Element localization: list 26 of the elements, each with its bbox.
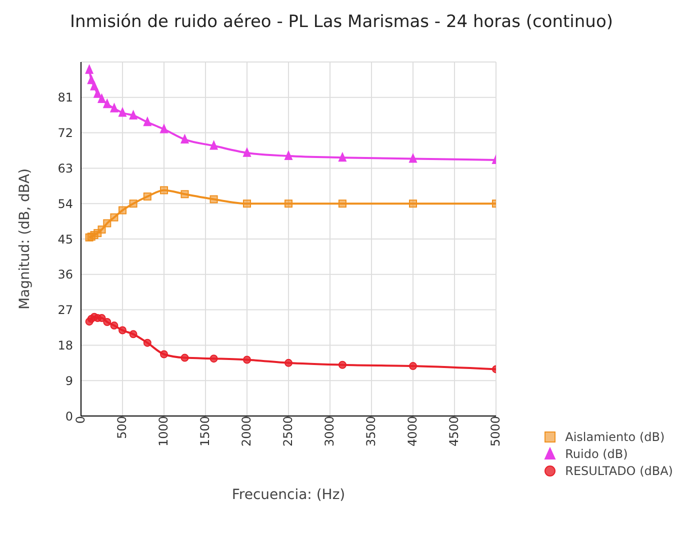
y-tick-label: 27 [58, 303, 73, 318]
y-tick-label: 18 [58, 338, 73, 352]
y-tick-label: 63 [58, 161, 73, 176]
x-tick-label: 1500 [198, 416, 212, 447]
y-tick-label: 81 [58, 90, 73, 105]
x-tick-label: 3000 [322, 416, 337, 447]
x-tick-label: 1000 [156, 416, 171, 447]
legend-label: Ruido (dB) [565, 446, 628, 460]
x-tick-label: 3500 [364, 416, 378, 447]
x-tick-label: 2000 [240, 416, 254, 447]
legend-label: Aislamiento (dB) [565, 430, 665, 444]
x-tick-label: 0 [74, 416, 88, 424]
y-axis-title: Magnitud: (dB, dBA) [16, 168, 33, 310]
y-tick-label: 36 [58, 268, 73, 282]
y-tick-label: 72 [58, 126, 73, 140]
y-tick-label: 54 [58, 196, 73, 211]
x-tick-label: 4500 [447, 416, 462, 447]
chart-title: Inmisión de ruido aéreo - PL Las Marismas - 24 horas (continuo) [69, 12, 614, 32]
x-tick-label: 2500 [281, 416, 296, 447]
x-tick-label: 4000 [406, 416, 420, 447]
x-axis-title: Frecuencia: (Hz) [232, 487, 346, 503]
legend-label: RESULTADO (dBA) [565, 464, 673, 478]
y-tick-label: 45 [58, 232, 73, 246]
x-tick-label: 5000 [488, 416, 503, 447]
y-tick-label: 9 [65, 374, 73, 388]
x-tick-label: 500 [115, 416, 130, 439]
